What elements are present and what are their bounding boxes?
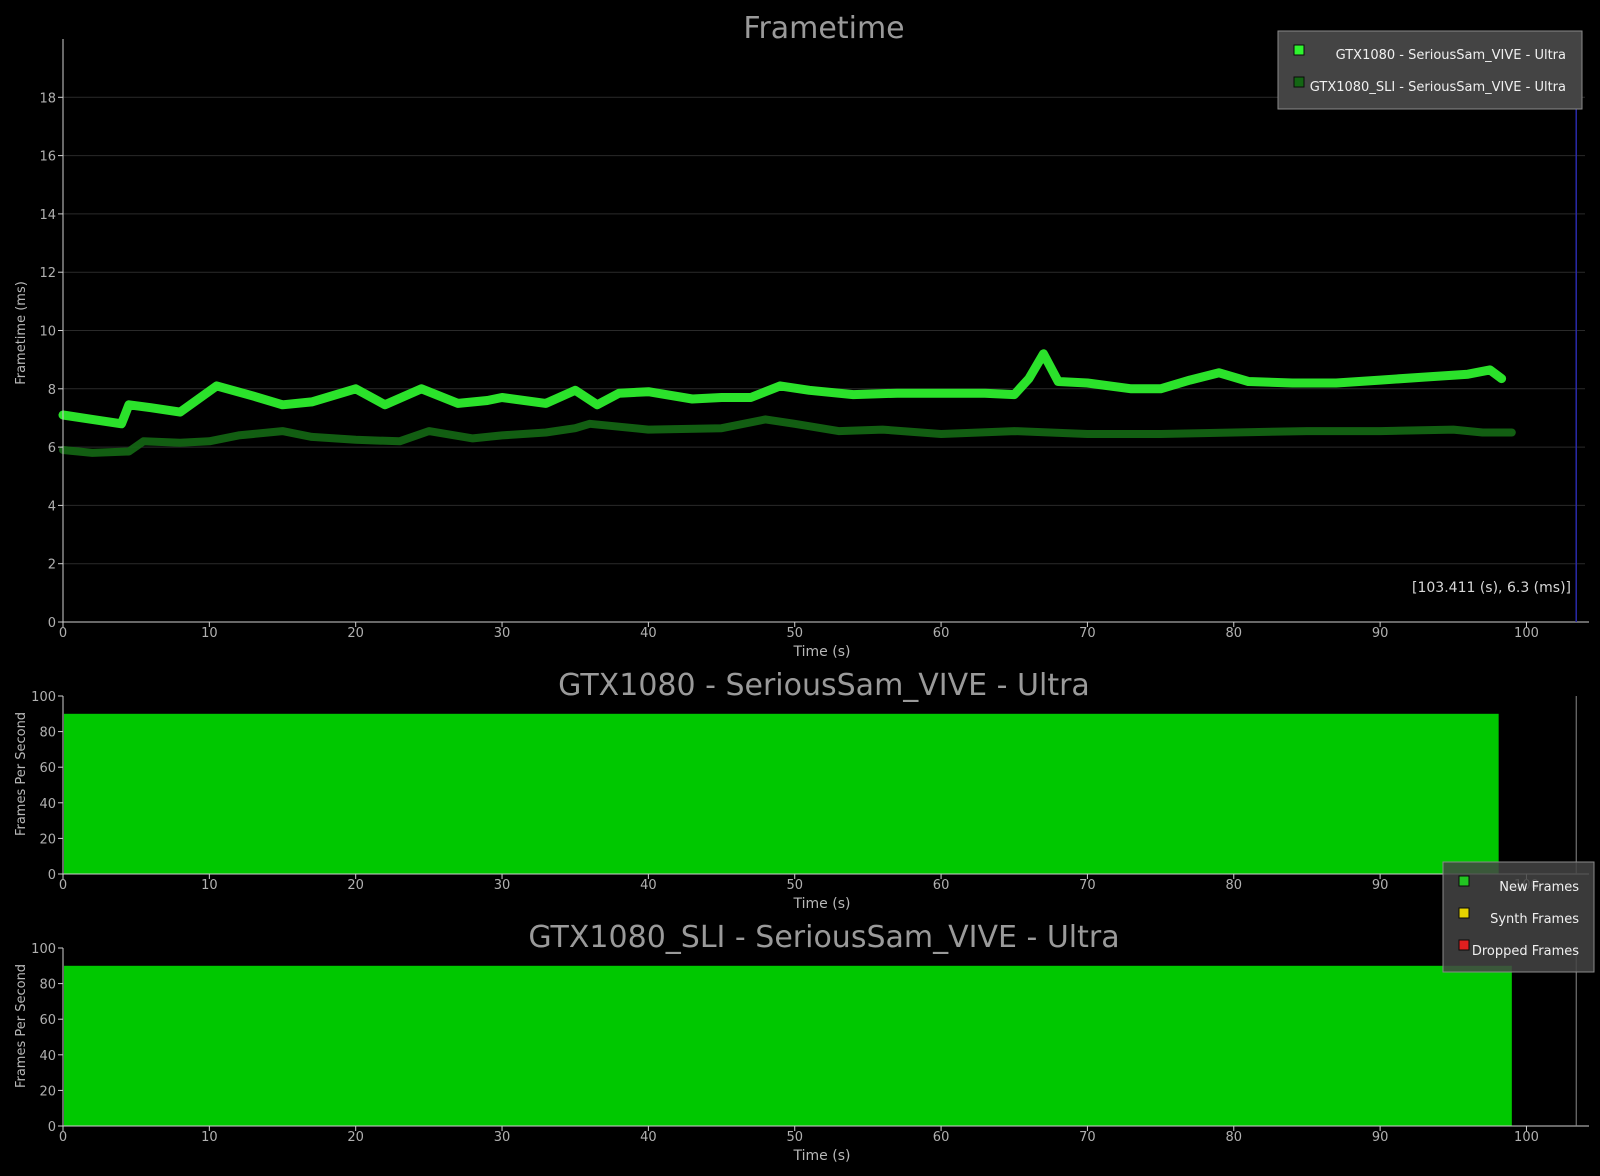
y-tick-label: 100: [31, 690, 56, 705]
x-tick-label: 20: [347, 626, 364, 641]
new-frames-label: New Frames: [1499, 880, 1579, 895]
cursor-readout: [103.411 (s), 6.3 (ms)]: [1412, 580, 1571, 596]
frametime-chart: Frametime Frametime (ms) Time (s) 0 10 20 3…: [14, 11, 1589, 660]
synth-frames-label: Synth Frames: [1490, 912, 1579, 927]
fps-chart-gtx1080-area: [64, 713, 1499, 874]
y-tick-label: 6: [48, 441, 56, 456]
frametime-y-axis-label: Frametime (ms): [14, 281, 29, 385]
x-tick-label: 40: [640, 626, 657, 641]
x-tick-label: 70: [1079, 1130, 1096, 1145]
y-tick-label: 18: [39, 91, 56, 106]
frametime-series-lines: [58, 349, 1516, 457]
fps-chart-gtx1080-sli-title: GTX1080_SLI - SeriousSam_VIVE - Ultra: [528, 920, 1119, 955]
synth-frames-swatch: [1458, 907, 1470, 919]
x-tick-label: 90: [1372, 626, 1389, 641]
x-tick-label: 60: [933, 1130, 950, 1145]
series-line-gtx1080: [58, 349, 1507, 429]
x-tick-label: 40: [640, 1130, 657, 1145]
x-tick-label: 50: [786, 1130, 803, 1145]
fps-chart-gtx1080-sli-area: [64, 965, 1512, 1126]
dropped-frames-swatch: [1458, 939, 1470, 951]
y-tick-label: 8: [48, 383, 56, 398]
x-tick-label: 30: [494, 626, 511, 641]
y-tick-label: 10: [39, 325, 56, 340]
fps-chart-gtx1080-title: GTX1080 - SeriousSam_VIVE - Ultra: [558, 668, 1090, 703]
frametime-chart-title: Frametime: [743, 11, 904, 46]
frametime-x-axis-label: Time (s): [793, 644, 851, 660]
fps-chart-gtx1080-sli-x-label: Time (s): [793, 1148, 851, 1164]
new-frames-area: [64, 713, 1499, 874]
y-tick-label: 40: [39, 1049, 56, 1064]
x-tick-label: 0: [59, 1130, 67, 1145]
x-tick-label: 90: [1372, 878, 1389, 893]
x-tick-label: 100: [1514, 626, 1539, 641]
legend-label-gtx1080-sli: GTX1080_SLI - SeriousSam_VIVE - Ultra: [1310, 80, 1566, 95]
fps-chart-gtx1080-sli-axes: [58, 947, 1589, 1131]
frametime-tick-labels: 0 10 20 30 40 50 60 70 80 90 100 0 2 4 6 8 10 12 14 16 18: [39, 91, 1538, 641]
y-tick-label: 0: [48, 616, 56, 631]
x-tick-label: 80: [1225, 878, 1242, 893]
new-frames-area: [64, 965, 1512, 1126]
new-frames-swatch: [1458, 875, 1470, 887]
x-tick-label: 0: [59, 878, 67, 893]
dropped-frames-label: Dropped Frames: [1472, 944, 1579, 959]
y-tick-label: 80: [39, 726, 56, 741]
legend-label-gtx1080: GTX1080 - SeriousSam_VIVE - Ultra: [1336, 48, 1566, 63]
fps-chart-gtx1080-x-label: Time (s): [793, 896, 851, 912]
y-tick-label: 60: [39, 1013, 56, 1028]
fps-chart-gtx1080-sli-y-label: Frames Per Second: [14, 964, 29, 1088]
y-tick-label: 60: [39, 761, 56, 776]
x-tick-label: 0: [59, 626, 67, 641]
fps-chart-gtx1080-sli-tick-labels: 0 10 20 30 40 50 60 70 80 90 100 0 20 40 60 80 100: [31, 942, 1539, 1145]
y-tick-label: 20: [39, 1084, 56, 1099]
y-tick-label: 12: [39, 266, 56, 281]
y-tick-label: 4: [48, 499, 56, 514]
x-tick-label: 80: [1225, 1130, 1242, 1145]
y-tick-label: 2: [48, 558, 56, 573]
x-tick-label: 100: [1514, 1130, 1539, 1145]
x-tick-label: 80: [1225, 626, 1242, 641]
x-tick-label: 60: [933, 626, 950, 641]
x-tick-label: 70: [1079, 878, 1096, 893]
fps-chart-gtx1080-y-label: Frames Per Second: [14, 712, 29, 836]
fps-chart-gtx1080: GTX1080 - SeriousSam_VIVE - Ultra Frames…: [14, 668, 1589, 912]
frametime-gridlines: [63, 96, 1585, 565]
fps-chart-gtx1080-sli: GTX1080_SLI - SeriousSam_VIVE - Ultra Fr…: [14, 920, 1589, 1164]
x-tick-label: 50: [786, 878, 803, 893]
frametime-legend-box: [1277, 30, 1583, 110]
legend-swatch-gtx1080-sli: [1293, 76, 1305, 88]
y-tick-label: 14: [39, 208, 56, 223]
frametime-legend: GTX1080 - SeriousSam_VIVE - Ultra GTX108…: [1277, 30, 1583, 110]
legend-swatch-gtx1080: [1293, 44, 1305, 56]
x-tick-label: 30: [494, 1130, 511, 1145]
x-tick-label: 10: [201, 878, 218, 893]
x-tick-label: 60: [933, 878, 950, 893]
y-tick-label: 20: [39, 832, 56, 847]
series-line-gtx1080-sli: [59, 415, 1516, 457]
y-tick-label: 0: [48, 1120, 56, 1135]
x-tick-label: 40: [640, 878, 657, 893]
x-tick-label: 90: [1372, 1130, 1389, 1145]
x-tick-label: 10: [201, 626, 218, 641]
x-tick-label: 30: [494, 878, 511, 893]
x-tick-label: 20: [347, 1130, 364, 1145]
y-tick-label: 100: [31, 942, 56, 957]
fps-legend: New Frames Synth Frames Dropped Frames: [1442, 861, 1595, 973]
x-tick-label: 50: [786, 626, 803, 641]
frametime-axes: [58, 39, 1589, 627]
y-tick-label: 80: [39, 978, 56, 993]
y-tick-label: 40: [39, 797, 56, 812]
x-tick-label: 70: [1079, 626, 1096, 641]
y-tick-label: 16: [39, 150, 56, 165]
y-tick-label: 0: [48, 868, 56, 883]
x-tick-label: 20: [347, 878, 364, 893]
x-tick-label: 10: [201, 1130, 218, 1145]
